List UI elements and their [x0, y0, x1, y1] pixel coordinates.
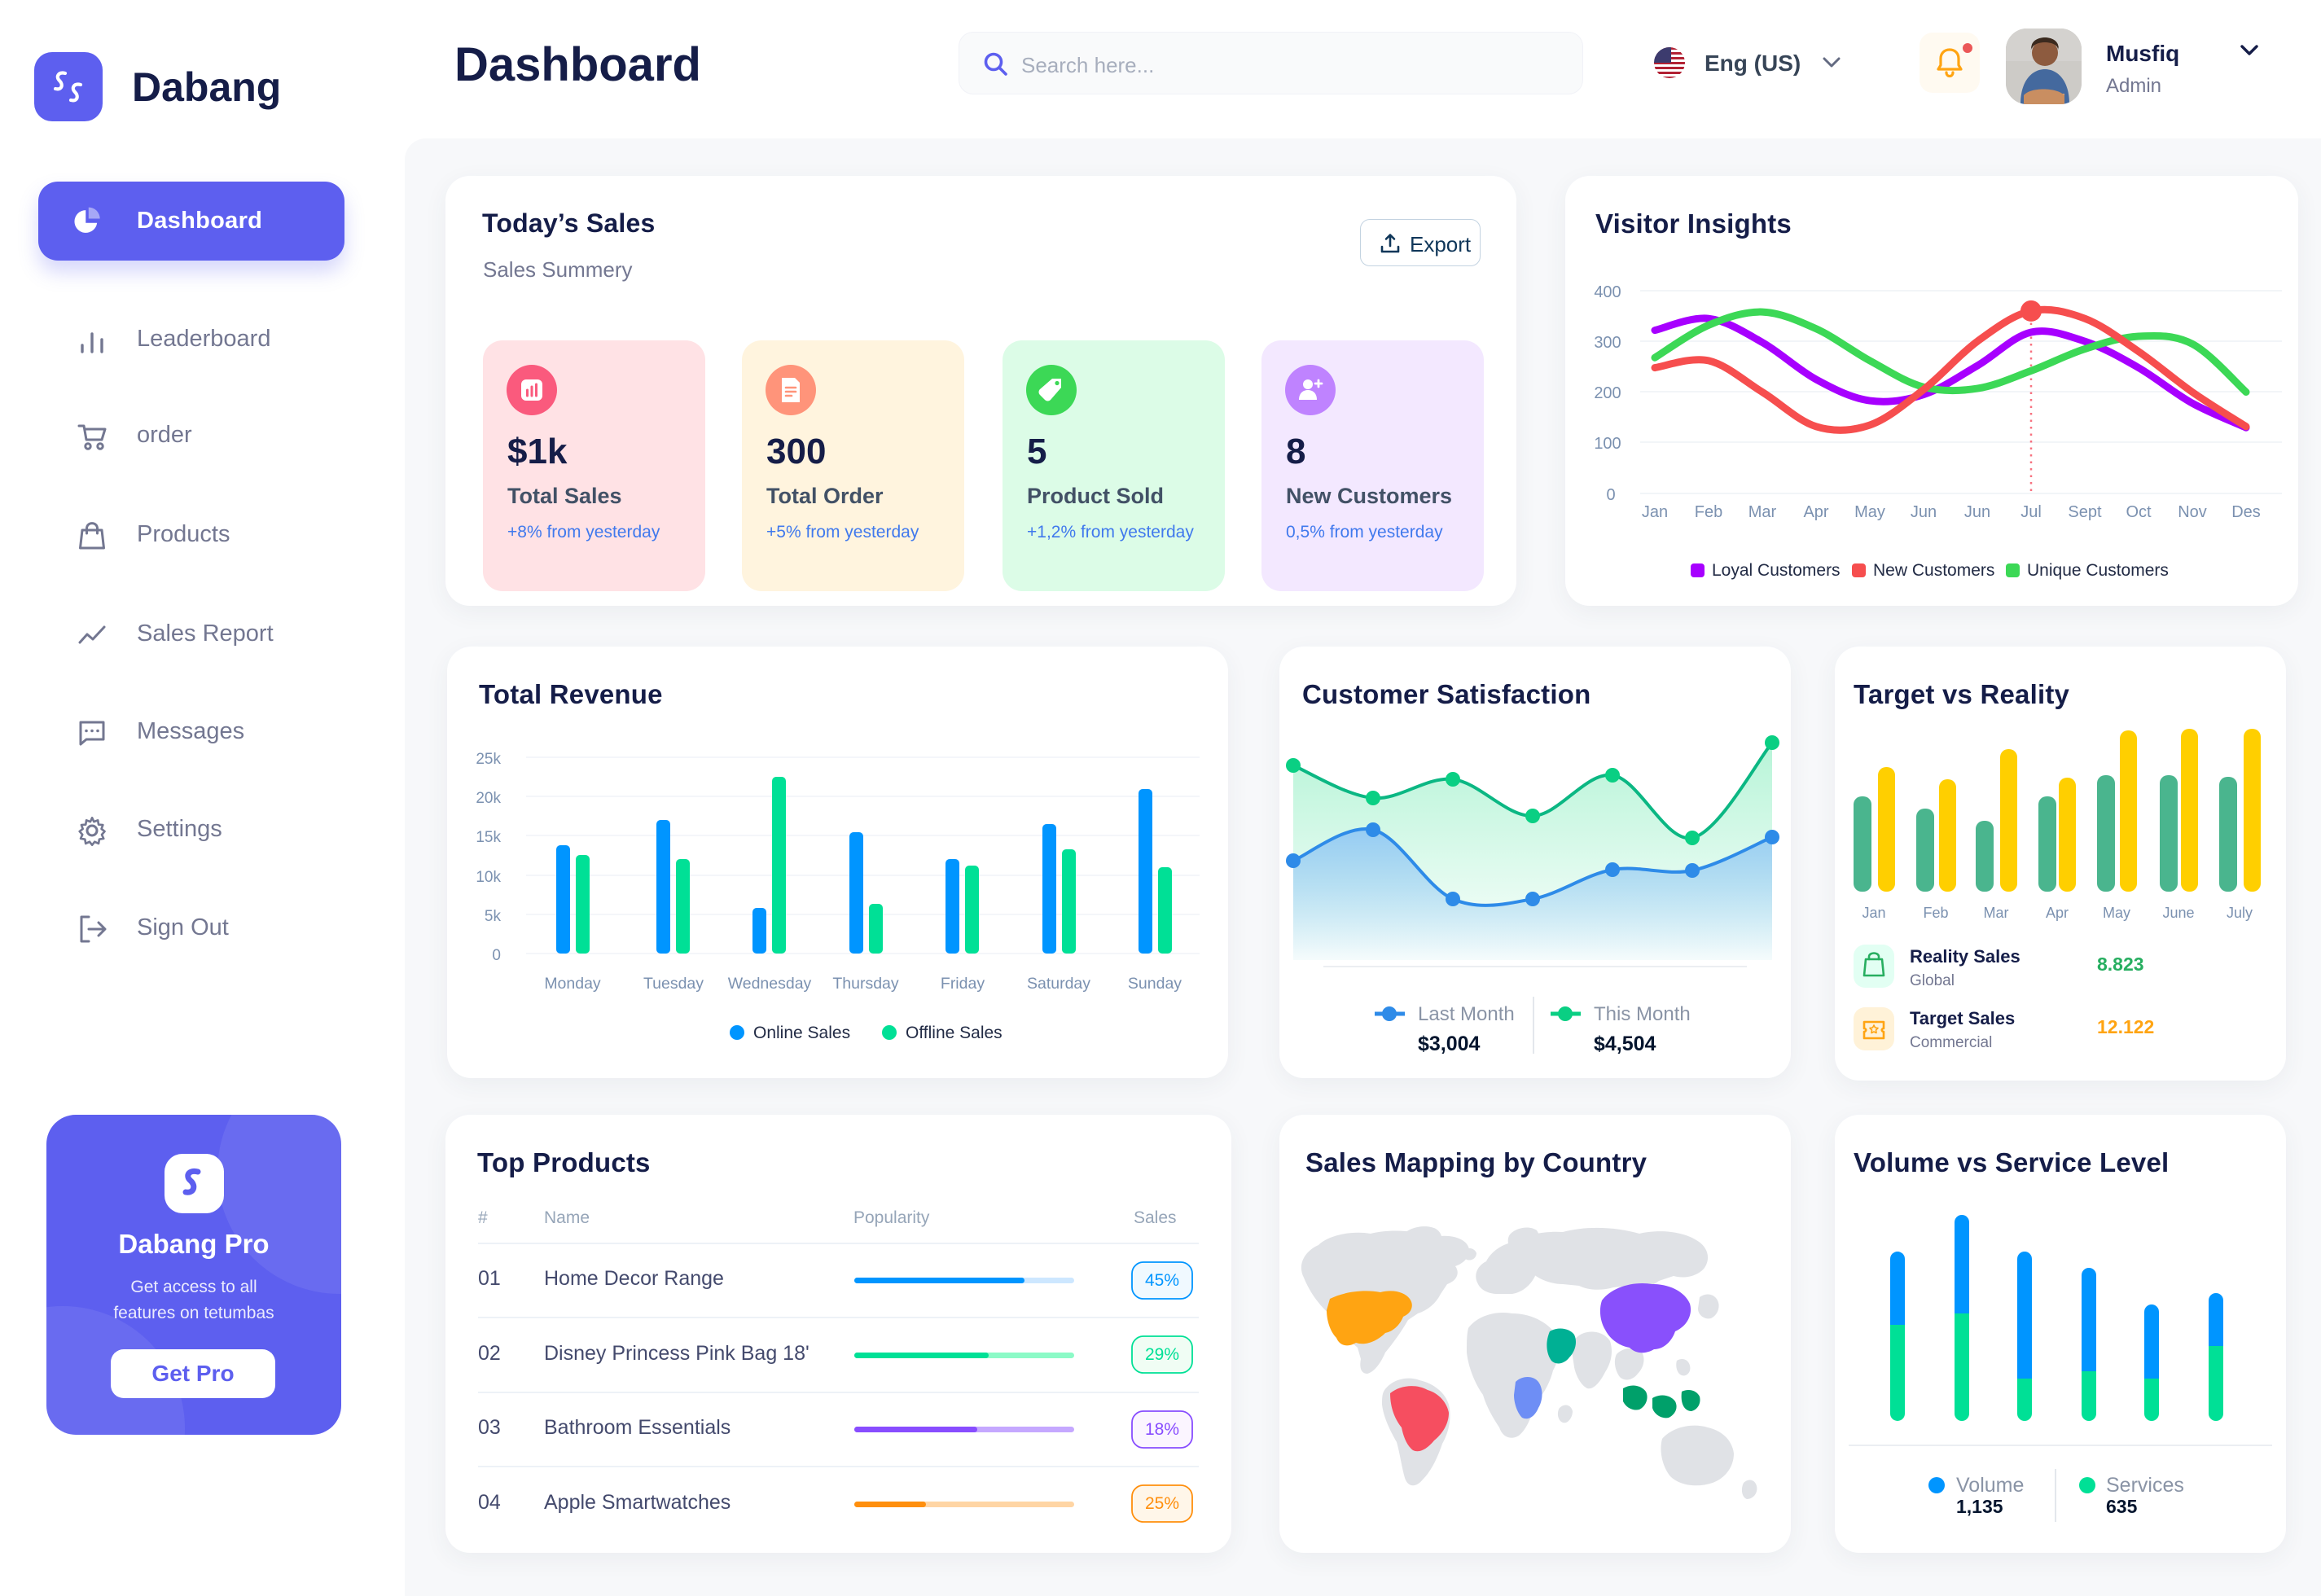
svg-text:Last Month: Last Month: [1418, 1003, 1515, 1025]
svg-text:Sept: Sept: [2068, 503, 2102, 521]
svg-text:Des: Des: [2231, 503, 2261, 521]
svg-text:Bathroom Essentials: Bathroom Essentials: [544, 1416, 731, 1439]
svg-text:Apple Smartwatches: Apple Smartwatches: [544, 1491, 731, 1514]
svg-text:New Customers: New Customers: [1873, 561, 1994, 580]
svg-text:Nov: Nov: [2178, 503, 2207, 521]
svg-text:$4,504: $4,504: [1594, 1033, 1656, 1055]
svg-text:Feb: Feb: [1923, 905, 1948, 921]
svg-text:01: 01: [478, 1267, 501, 1290]
svg-text:Thursday: Thursday: [832, 975, 899, 993]
svg-text:29%: 29%: [1145, 1345, 1179, 1364]
svg-text:Commercial: Commercial: [1910, 1034, 1992, 1051]
svg-text:20k: 20k: [476, 790, 501, 807]
svg-text:Unique Customers: Unique Customers: [2027, 561, 2169, 580]
svg-text:18%: 18%: [1145, 1420, 1179, 1439]
svg-text:Jan: Jan: [1642, 503, 1668, 521]
svg-text:300: 300: [1594, 334, 1621, 352]
svg-text:03: 03: [478, 1416, 501, 1439]
svg-text:$3,004: $3,004: [1418, 1033, 1481, 1055]
svg-text:Mar: Mar: [1984, 905, 2009, 921]
svg-text:Services: Services: [2106, 1474, 2184, 1497]
svg-text:May: May: [2103, 905, 2130, 921]
svg-text:Global: Global: [1910, 972, 1955, 989]
svg-text:Reality Sales: Reality Sales: [1910, 946, 2020, 967]
svg-text:5k: 5k: [485, 908, 502, 925]
svg-text:12.122: 12.122: [2097, 1016, 2154, 1037]
svg-text:Apr: Apr: [1803, 503, 1828, 521]
svg-text:635: 635: [2106, 1496, 2138, 1517]
svg-text:Apr: Apr: [2046, 905, 2069, 921]
svg-text:Popularity: Popularity: [853, 1208, 930, 1227]
svg-text:Tuesday: Tuesday: [643, 975, 704, 993]
svg-text:Volume: Volume: [1956, 1474, 2024, 1497]
svg-text:200: 200: [1594, 384, 1621, 402]
svg-text:45%: 45%: [1145, 1271, 1179, 1290]
svg-text:This Month: This Month: [1594, 1003, 1691, 1025]
svg-text:May: May: [1854, 503, 1885, 521]
svg-text:Saturday: Saturday: [1027, 975, 1090, 993]
svg-text:#: #: [478, 1208, 488, 1227]
svg-text:25k: 25k: [476, 751, 501, 768]
svg-text:Jul: Jul: [2020, 503, 2042, 521]
svg-text:Online Sales: Online Sales: [753, 1024, 850, 1042]
svg-text:Jun: Jun: [1964, 503, 1990, 521]
svg-text:Sales: Sales: [1134, 1208, 1177, 1227]
svg-text:25%: 25%: [1145, 1494, 1179, 1513]
svg-text:100: 100: [1594, 435, 1621, 453]
svg-text:15k: 15k: [476, 829, 501, 846]
svg-text:Disney Princess Pink Bag 18': Disney Princess Pink Bag 18': [544, 1342, 809, 1365]
svg-text:Monday: Monday: [544, 975, 601, 993]
svg-text:8.823: 8.823: [2097, 954, 2144, 975]
svg-text:Friday: Friday: [941, 975, 985, 993]
svg-text:0: 0: [492, 947, 501, 964]
svg-text:02: 02: [478, 1342, 501, 1365]
svg-text:Sunday: Sunday: [1128, 975, 1182, 993]
svg-text:Loyal Customers: Loyal Customers: [1712, 561, 1841, 580]
svg-text:Jan: Jan: [1862, 905, 1885, 921]
svg-text:Offline Sales: Offline Sales: [906, 1024, 1003, 1042]
svg-text:Jun: Jun: [1911, 503, 1937, 521]
svg-text:04: 04: [478, 1491, 501, 1514]
svg-text:July: July: [2227, 905, 2253, 921]
svg-text:Name: Name: [544, 1208, 590, 1227]
svg-text:Home Decor Range: Home Decor Range: [544, 1267, 724, 1290]
svg-text:Oct: Oct: [2126, 503, 2152, 521]
svg-text:0: 0: [1606, 486, 1615, 504]
svg-text:Target Sales: Target Sales: [1910, 1008, 2015, 1028]
svg-text:Feb: Feb: [1695, 503, 1722, 521]
svg-text:Wednesday: Wednesday: [728, 975, 812, 993]
svg-text:1,135: 1,135: [1956, 1496, 2003, 1517]
svg-text:Mar: Mar: [1748, 503, 1777, 521]
svg-text:10k: 10k: [476, 869, 501, 886]
svg-text:June: June: [2162, 905, 2194, 921]
svg-text:400: 400: [1594, 283, 1621, 301]
